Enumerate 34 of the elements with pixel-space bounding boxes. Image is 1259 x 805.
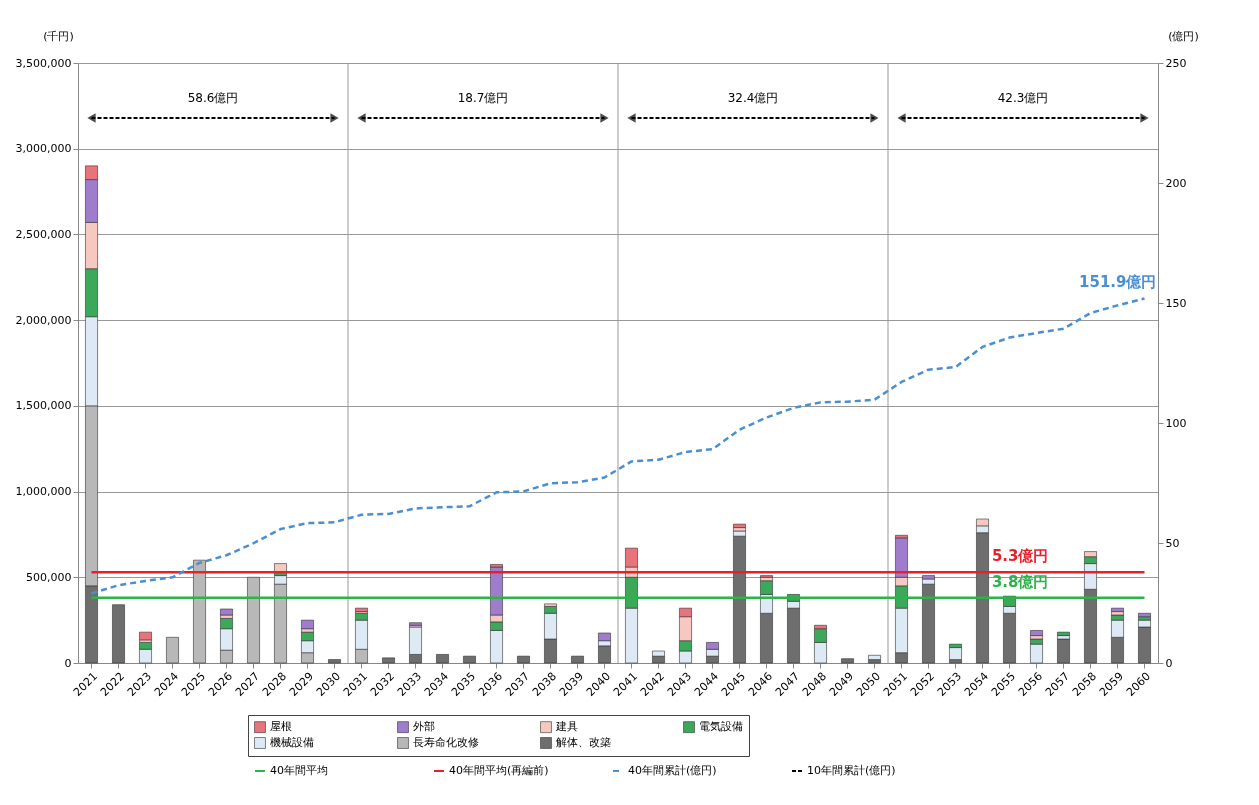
y-tick-label: 0 [64, 656, 72, 670]
y2-tick-label: 250 [1165, 56, 1187, 70]
legend-label: 解体、改築 [556, 736, 611, 749]
annotation: 3.8億円 [991, 572, 1049, 591]
y2-tick-label: 100 [1165, 416, 1187, 430]
y-tick-label: 1,000,000 [15, 485, 72, 499]
y-tick-label: 2,000,000 [15, 313, 72, 327]
annotation: 32.4億円 [727, 91, 779, 105]
annotation: 151.9億円 [1079, 273, 1157, 292]
y-tick-label: 2,500,000 [15, 227, 72, 241]
annotation: 42.3億円 [997, 91, 1049, 105]
legend-label: 機械設備 [270, 736, 314, 749]
legend-label: 電気設備 [699, 720, 743, 734]
y2-tick-label: 200 [1165, 176, 1187, 190]
text: 10年間累計(億円) [807, 764, 896, 777]
annotation: 5.3億円 [991, 547, 1049, 566]
y-tick-label: 500,000 [26, 570, 72, 584]
legend-label: 屋根 [270, 720, 292, 734]
legend-label: 40年間累計(億円) [628, 764, 717, 777]
y-tick-label: 3,500,000 [15, 56, 72, 70]
y2-tick-label: 150 [1165, 296, 1187, 310]
y-tick-label: 1,500,000 [15, 399, 72, 413]
y2-axis-title: (億円) [1168, 29, 1199, 43]
legend-label: 40年間平均 [270, 764, 328, 777]
y-tick-label: 3,000,000 [15, 142, 72, 156]
annotation: 58.6億円 [187, 91, 239, 105]
legend-label: 外部 [413, 720, 435, 734]
annotation: 18.7億円 [457, 91, 509, 105]
y-axis-title: (千円) [43, 29, 74, 43]
legend-label: 建具 [555, 720, 578, 734]
y2-tick-label: 50 [1165, 536, 1180, 550]
legend-label: 40年間平均(再編前) [449, 764, 549, 777]
legend-label: 長寿命化改修 [413, 736, 479, 749]
y2-tick-label: 0 [1165, 656, 1173, 670]
